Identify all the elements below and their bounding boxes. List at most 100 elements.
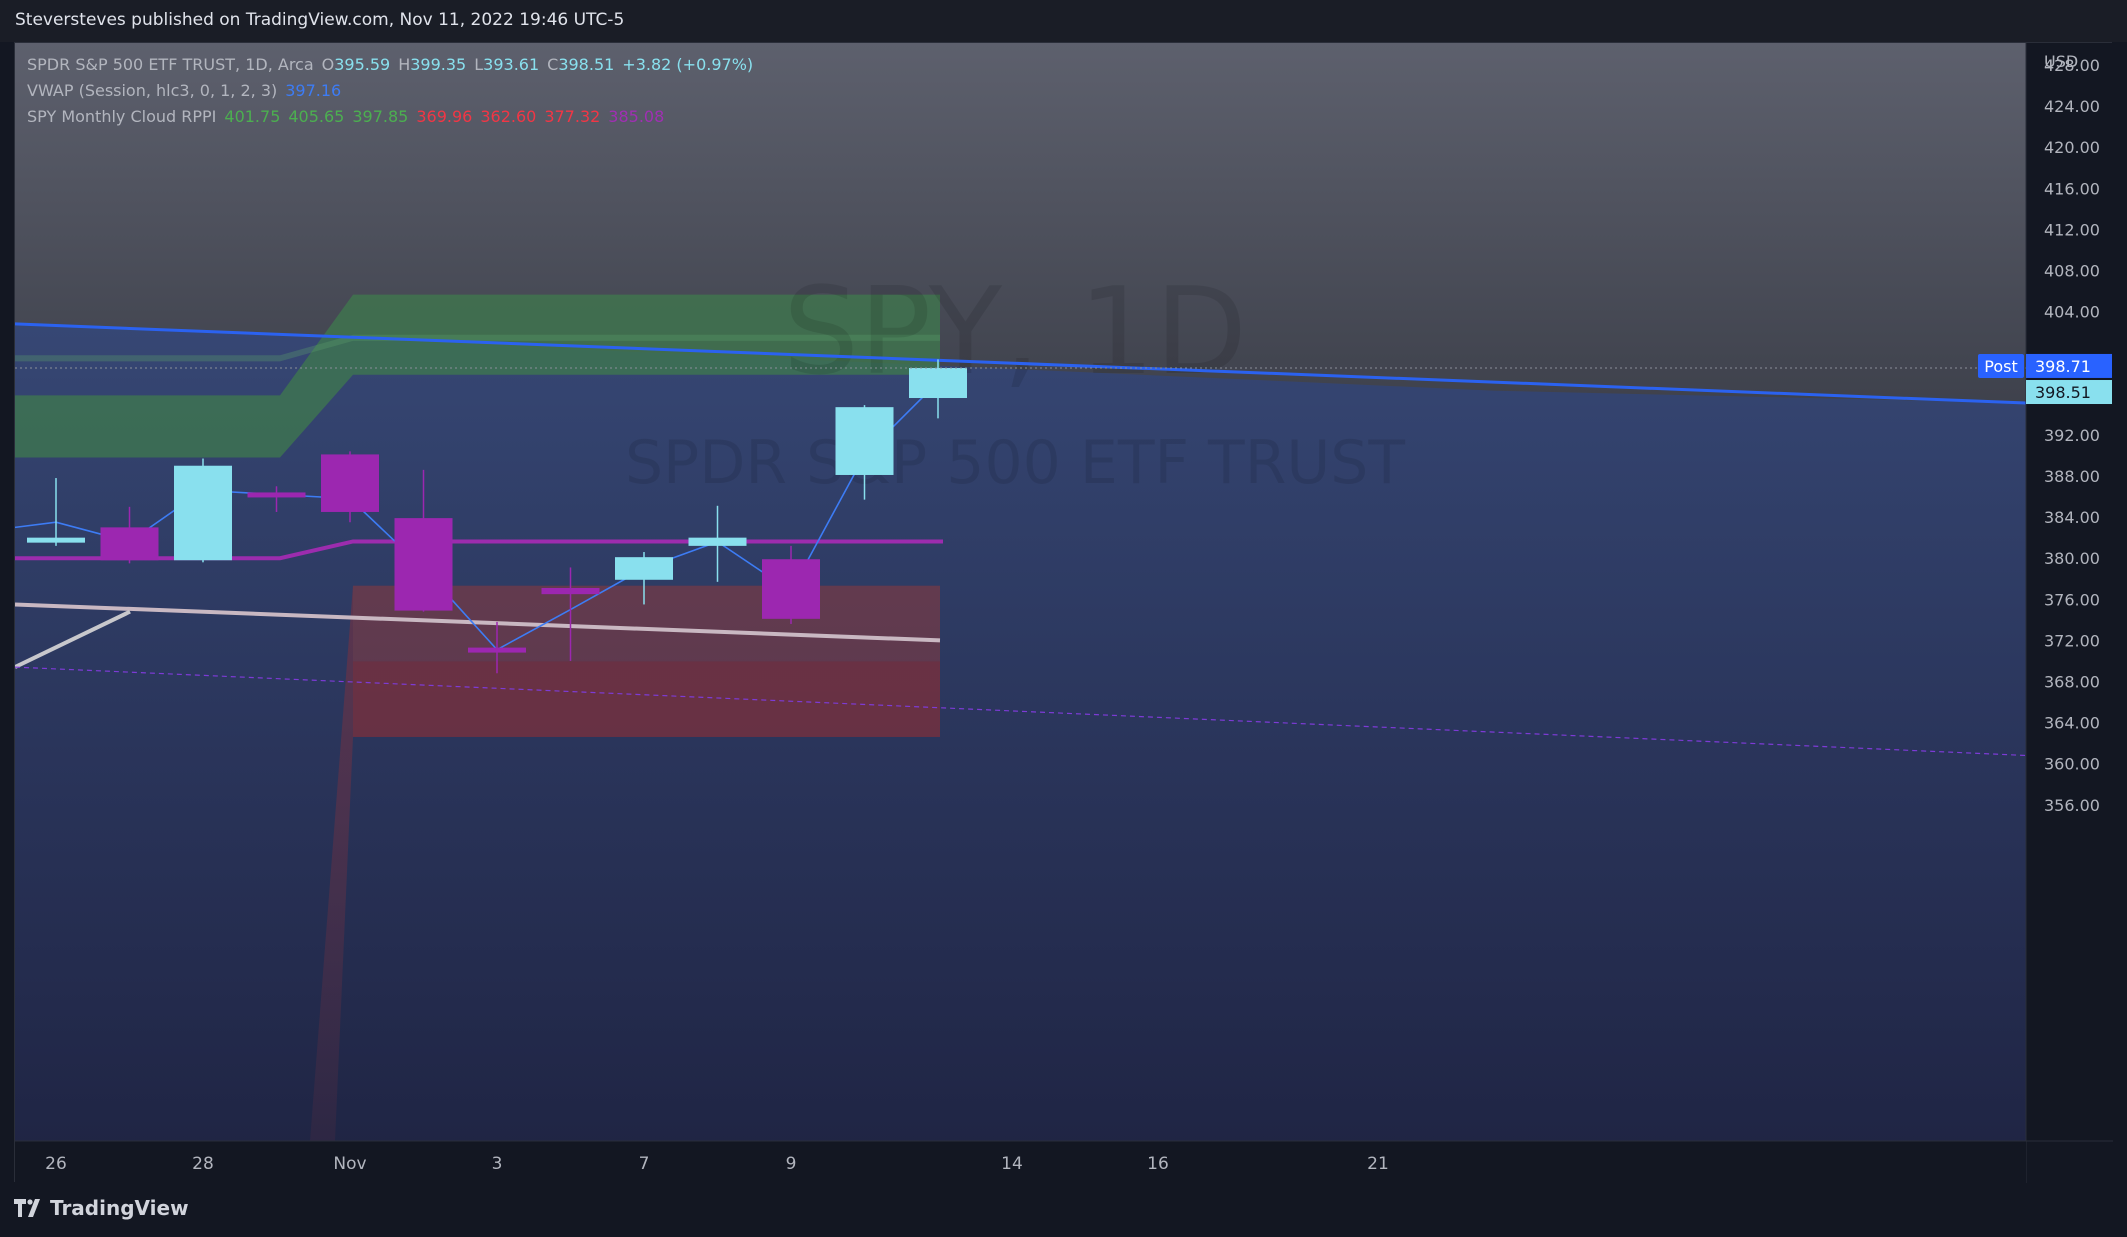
rppi-value-7: 385.08 <box>608 107 665 126</box>
rppi-name[interactable]: SPY Monthly Cloud RPPI <box>27 107 217 126</box>
rppi-value-2: 405.65 <box>288 107 345 126</box>
candles <box>27 359 967 674</box>
legend-o-label: O <box>321 55 335 74</box>
y-tick-label: 408.00 <box>2044 262 2100 281</box>
tradingview-footer[interactable]: TradingView <box>14 1196 189 1220</box>
legend: SPDR S&P 500 ETF TRUST, 1D, Arca O395.59 H… <box>27 52 761 130</box>
rppi-value-6: 377.32 <box>544 107 601 126</box>
x-tick-label: 3 <box>492 1154 503 1174</box>
candle <box>541 567 600 661</box>
candle-body <box>100 527 159 561</box>
support-line-short <box>15 609 131 669</box>
candle <box>27 478 85 546</box>
legend-c-label: C <box>547 55 559 74</box>
candle-body <box>27 537 85 543</box>
legend-change: +3.82 (+0.97%) <box>622 55 754 74</box>
legend-rppi: SPY Monthly Cloud RPPI 401.75 405.65 397.85… <box>27 104 761 130</box>
green-cloud <box>15 294 940 458</box>
post-tag <box>1978 353 2024 378</box>
legend-ohlc: SPDR S&P 500 ETF TRUST, 1D, Arca O395.59 H… <box>27 52 761 78</box>
post-tag-label: Post <box>1984 357 2017 376</box>
rppi-value-1: 401.75 <box>224 107 281 126</box>
legend-high: 399.35 <box>410 55 467 74</box>
x-tick-label: 14 <box>1001 1154 1023 1174</box>
y-tick-label: 412.00 <box>2044 220 2100 239</box>
y-tick-label: 360.00 <box>2044 755 2100 774</box>
legend-h-label: H <box>398 55 411 74</box>
candle <box>468 621 526 674</box>
watermark: SPY, 1D SPDR S&P 500 ETF TRUST <box>625 263 1405 498</box>
candle <box>615 552 673 605</box>
last-price-label: 398.51 <box>2035 383 2091 402</box>
publisher-text: Steversteves published on TradingView.co… <box>15 10 625 30</box>
legend-close: 398.51 <box>558 55 615 74</box>
candle-body <box>321 454 379 512</box>
candle-body <box>174 465 232 561</box>
candle <box>688 505 747 582</box>
candle-body <box>468 647 526 653</box>
candle <box>174 458 232 563</box>
resistance-trendline <box>15 322 2027 405</box>
legend-low: 393.61 <box>483 55 540 74</box>
candle-body <box>762 559 820 619</box>
chart-area[interactable]: SPY, 1D SPDR S&P 500 ETF TRUST USD 428.0… <box>14 42 2113 1183</box>
y-tick-label: 416.00 <box>2044 179 2100 198</box>
y-ticks: 428.00 424.00 420.00 416.00 412.00 408.00 404.… <box>2044 56 2100 815</box>
candle-body <box>615 557 673 580</box>
watermark-symbol: SPY, 1D <box>783 263 1247 402</box>
green-cloud-mid <box>15 334 940 362</box>
y-tick-label: 368.00 <box>2044 673 2100 692</box>
x-tick-label: 21 <box>1367 1154 1389 1174</box>
candle <box>909 359 967 419</box>
y-tick-label: 372.00 <box>2044 631 2100 650</box>
publisher-bar: Steversteves published on TradingView.co… <box>0 0 2127 42</box>
x-tick-label: Nov <box>333 1154 366 1174</box>
x-tick-label: 28 <box>192 1154 214 1174</box>
support-line <box>15 602 941 643</box>
legend-l-label: L <box>474 55 484 74</box>
y-tick-label: 424.00 <box>2044 97 2100 116</box>
legend-vwap: VWAP (Session, hlc3, 0, 1, 2, 3) 397.16 <box>27 78 761 104</box>
post-price-tag <box>2026 353 2112 378</box>
x-tick-label: 7 <box>639 1154 650 1174</box>
y-tick-label: 384.00 <box>2044 508 2100 527</box>
legend-symbol[interactable]: SPDR S&P 500 ETF TRUST, 1D, Arca <box>27 55 314 74</box>
currency-label: USD <box>2044 52 2078 71</box>
y-tick-label: 404.00 <box>2044 303 2100 322</box>
candle-body <box>909 368 967 399</box>
time-scale[interactable] <box>15 1141 2026 1183</box>
price-chart[interactable]: SPY, 1D SPDR S&P 500 ETF TRUST USD 428.0… <box>15 43 2113 1183</box>
y-tick-label: 428.00 <box>2044 56 2100 75</box>
price-scale[interactable] <box>2026 43 2113 1183</box>
lower-boundary-line <box>15 666 2027 757</box>
tradingview-brand: TradingView <box>50 1196 189 1220</box>
post-price-label: 398.71 <box>2035 357 2091 376</box>
rppi-value-5: 362.60 <box>480 107 537 126</box>
candle <box>762 545 820 624</box>
rppi-value-4: 369.96 <box>416 107 473 126</box>
x-tick-label: 26 <box>45 1154 67 1174</box>
candle-body <box>394 518 453 611</box>
candle-body <box>688 537 747 546</box>
legend-open: 395.59 <box>334 55 391 74</box>
candle <box>247 486 306 512</box>
y-tick-label: 392.00 <box>2044 426 2100 445</box>
candle <box>394 469 453 612</box>
resistance-zone <box>15 323 2026 1141</box>
candle-body <box>835 407 894 475</box>
y-tick-label: 388.00 <box>2044 467 2100 486</box>
candle-body <box>247 492 306 498</box>
candle <box>100 506 159 564</box>
rppi-value-3: 397.85 <box>352 107 409 126</box>
x-ticks: 26 28 Nov 3 7 9 14 16 21 <box>45 1154 1389 1174</box>
candle <box>835 405 894 500</box>
candle <box>321 451 379 523</box>
y-tick-label: 376.00 <box>2044 590 2100 609</box>
y-tick-label: 356.00 <box>2044 796 2100 815</box>
vwap-value: 397.16 <box>285 81 342 100</box>
tradingview-logo-icon <box>14 1196 44 1220</box>
last-price-tag <box>2026 380 2112 405</box>
vwap-name[interactable]: VWAP (Session, hlc3, 0, 1, 2, 3) <box>27 81 278 100</box>
candle-body <box>541 587 600 595</box>
x-tick-label: 16 <box>1147 1154 1169 1174</box>
